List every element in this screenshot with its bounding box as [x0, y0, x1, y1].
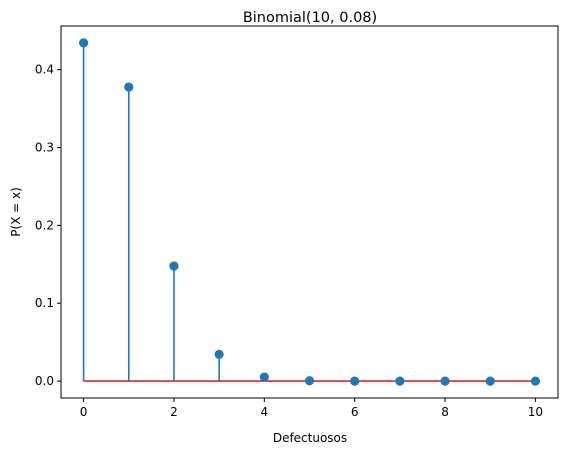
data-point: [350, 376, 360, 386]
x-axis: 0 2 4 6 8 10: [80, 398, 543, 419]
chart-title: Binomial(10, 0.08): [243, 10, 377, 26]
x-tick-label: 0: [80, 405, 88, 419]
y-tick-label: 0.4: [35, 63, 54, 77]
x-axis-label: Defectuosos: [273, 431, 347, 445]
data-point: [440, 376, 450, 386]
data-point: [485, 376, 495, 386]
y-axis-label: P(X = x): [9, 187, 23, 237]
x-tick-label: 6: [351, 405, 359, 419]
data-point: [124, 82, 134, 92]
data-point: [530, 376, 541, 386]
data-point: [259, 372, 269, 382]
data-point: [78, 38, 89, 48]
data-point: [169, 261, 179, 271]
x-tick-label: 4: [260, 405, 268, 419]
x-tick-label: 10: [528, 405, 543, 419]
y-tick-label: 0.0: [35, 374, 54, 388]
y-tick-label: 0.2: [35, 218, 54, 232]
data-point: [214, 349, 224, 360]
plot-area: [78, 38, 541, 386]
y-tick-label: 0.3: [35, 141, 54, 155]
data-point: [304, 376, 315, 386]
x-tick-label: 2: [170, 405, 178, 419]
y-axis: 0.0 0.1 0.2 0.3 0.4: [35, 63, 61, 388]
axes-frame: [60, 25, 559, 399]
x-tick-label: 8: [441, 405, 449, 419]
data-point: [395, 376, 405, 386]
y-tick-label: 0.1: [35, 296, 54, 310]
